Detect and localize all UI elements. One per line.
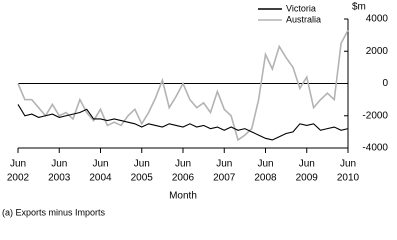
x-tick-year: 2010 <box>337 173 360 184</box>
x-tick-month: Jun <box>134 159 150 170</box>
x-tick-year: 2002 <box>7 173 30 184</box>
x-tick-month: Jun <box>175 159 191 170</box>
x-tick-month: Jun <box>216 159 232 170</box>
y-unit: $m <box>352 2 366 13</box>
x-tick-month: Jun <box>340 159 356 170</box>
footnote: (a) Exports minus Imports <box>2 207 106 217</box>
x-tick-year: 2003 <box>48 173 71 184</box>
x-tick-month: Jun <box>92 159 108 170</box>
x-tick-month: Jun <box>10 159 26 170</box>
series-line <box>17 29 349 142</box>
y-tick-label: 4000 <box>366 14 389 25</box>
x-tick-year: 2008 <box>254 173 277 184</box>
x-axis-label: Month <box>169 191 197 202</box>
x-tick-month: Jun <box>51 159 67 170</box>
y-tick-label: 0 <box>382 78 388 89</box>
series-line <box>17 104 349 141</box>
legend-label: Victoria <box>286 3 316 13</box>
x-tick-month: Jun <box>257 159 273 170</box>
x-tick-year: 2005 <box>131 173 154 184</box>
y-tick-label: -4000 <box>362 143 388 154</box>
chart: $m Month (a) Exports minus Imports 4000 2… <box>2 2 389 218</box>
legend-label: Australia <box>286 14 321 24</box>
x-tick-month: Jun <box>299 159 315 170</box>
y-tick-label: 2000 <box>366 46 389 57</box>
x-tick-year: 2004 <box>89 173 112 184</box>
y-tick-label: -2000 <box>362 110 388 121</box>
x-tick-year: 2007 <box>213 173 236 184</box>
x-tick-year: 2006 <box>172 173 195 184</box>
x-tick-year: 2009 <box>296 173 319 184</box>
